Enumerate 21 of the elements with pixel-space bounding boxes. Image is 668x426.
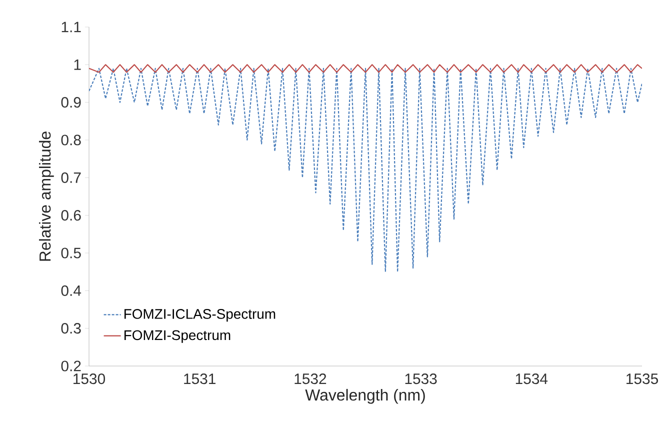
x-tick-label: 1533 [405, 374, 437, 384]
x-tick-label: 1531 [184, 374, 216, 384]
legend-label: FOMZI-Spectrum [124, 330, 230, 343]
legend-label: FOMZI-ICLAS-Spectrum [124, 309, 276, 322]
y-tick-label: 0.6 [61, 210, 81, 221]
line-series [89, 68, 642, 272]
y-tick-label: 0.5 [61, 248, 81, 258]
y-tick-label: 0.8 [61, 134, 81, 146]
x-tick-label: 1532 [294, 374, 326, 384]
x-tick-label: 1534 [516, 374, 548, 384]
y-tick-label: 0.4 [61, 285, 82, 296]
y-axis-title: Relative amplitude [39, 132, 54, 261]
y-tick-label: 0.2 [61, 360, 81, 372]
x-axis-title: Wavelength (nm) [305, 388, 425, 404]
y-tick-label: 0.7 [61, 172, 81, 183]
y-tick-label: 1.1 [62, 22, 81, 32]
y-tick-label: 0.9 [61, 97, 81, 108]
y-tick-label: 0.3 [61, 323, 81, 334]
x-tick-label: 1535 [626, 374, 658, 384]
y-tick-label: 1 [74, 60, 81, 70]
x-tick-label: 1530 [74, 374, 106, 384]
